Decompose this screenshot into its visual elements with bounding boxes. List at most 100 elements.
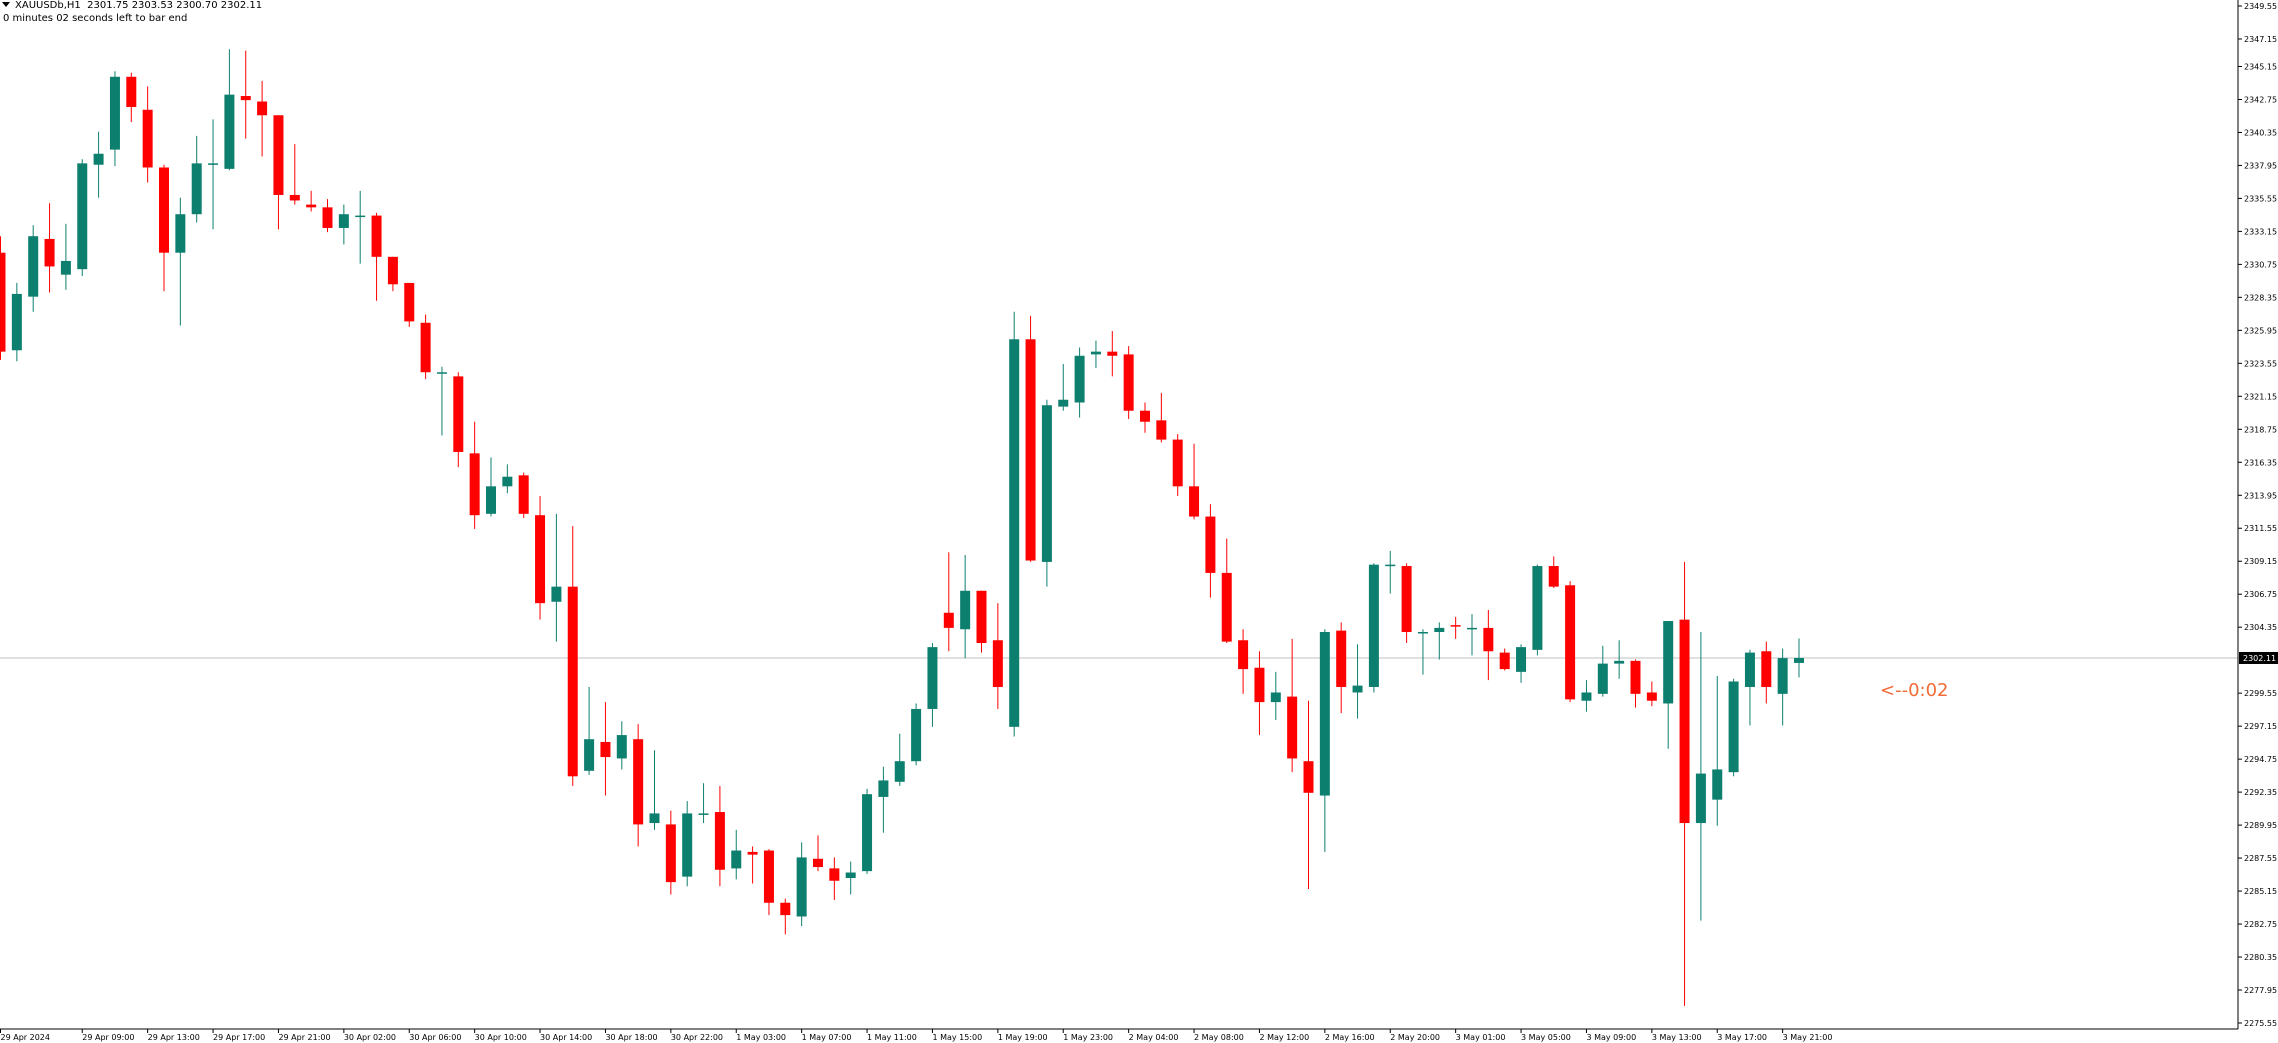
candle-body bbox=[28, 236, 39, 297]
candle-body bbox=[698, 813, 709, 815]
price-tick-label: 2340.35 bbox=[2244, 128, 2277, 137]
candle-body bbox=[649, 813, 660, 824]
price-tick-label: 2347.15 bbox=[2244, 35, 2277, 44]
candle-body bbox=[486, 486, 496, 514]
candle-body bbox=[616, 735, 627, 759]
candle-body bbox=[11, 293, 22, 351]
candle-body bbox=[1385, 564, 1396, 567]
candle-body bbox=[1319, 632, 1330, 796]
time-tick-label: 30 Apr 06:00 bbox=[409, 1033, 461, 1042]
price-tick-label: 2280.35 bbox=[2244, 953, 2277, 962]
candle-body bbox=[0, 252, 6, 352]
candle-body bbox=[862, 794, 873, 872]
candle-body bbox=[1238, 640, 1249, 670]
price-tick-label: 2289.95 bbox=[2244, 821, 2277, 830]
price-tick-label: 2311.55 bbox=[2244, 524, 2277, 533]
time-tick-label: 1 May 07:00 bbox=[802, 1033, 852, 1042]
candle-body bbox=[93, 153, 104, 165]
candle-body bbox=[1221, 572, 1232, 642]
candle-body bbox=[109, 76, 120, 150]
candle-body bbox=[1467, 627, 1477, 630]
current-price-tag-label: 2302.11 bbox=[2243, 654, 2276, 663]
candle-body bbox=[1646, 692, 1657, 701]
time-tick-label: 2 May 04:00 bbox=[1129, 1033, 1179, 1042]
candle-body bbox=[1140, 410, 1150, 422]
collapse-triangle-icon[interactable] bbox=[2, 2, 10, 7]
candle-body bbox=[1205, 516, 1216, 573]
price-tick-label: 2275.55 bbox=[2244, 1019, 2277, 1028]
candle-body bbox=[1401, 566, 1412, 633]
candle-body bbox=[44, 238, 55, 267]
candle-body bbox=[159, 167, 169, 253]
candle-body bbox=[894, 761, 905, 782]
time-tick-label: 2 May 08:00 bbox=[1194, 1033, 1244, 1042]
candle-body bbox=[289, 194, 300, 201]
candle-body bbox=[1123, 354, 1134, 411]
candle-body bbox=[1761, 651, 1772, 687]
candle-body bbox=[240, 96, 251, 101]
candle-body bbox=[306, 204, 317, 208]
candle-body bbox=[142, 109, 153, 168]
candle-body bbox=[1368, 564, 1379, 687]
candle-body bbox=[257, 101, 268, 116]
price-tick-label: 2306.75 bbox=[2244, 590, 2277, 599]
candle-body bbox=[1483, 627, 1494, 652]
candle-body bbox=[1597, 663, 1608, 694]
candle-body bbox=[1581, 692, 1592, 701]
candle-body bbox=[1532, 566, 1543, 650]
chart-header-symbol: XAUUSDb,H1 2301.75 2303.53 2300.70 2302.… bbox=[0, 0, 262, 12]
price-tick-label: 2335.55 bbox=[2244, 194, 2277, 203]
price-tick-label: 2294.75 bbox=[2244, 755, 2277, 764]
candle-body bbox=[60, 260, 71, 275]
candle-body bbox=[387, 256, 398, 285]
time-tick-label: 30 Apr 10:00 bbox=[475, 1033, 527, 1042]
candle-body bbox=[813, 858, 823, 868]
candle-body bbox=[355, 215, 366, 218]
candle-body bbox=[1565, 585, 1576, 700]
candle-body bbox=[1287, 696, 1298, 759]
price-tick-label: 2349.55 bbox=[2244, 2, 2277, 11]
price-tick-label: 2325.95 bbox=[2244, 326, 2277, 335]
time-tick-label: 30 Apr 18:00 bbox=[605, 1033, 657, 1042]
candle-body bbox=[208, 163, 219, 165]
candle-body bbox=[845, 872, 856, 879]
candle-body bbox=[1303, 761, 1314, 793]
candle-body bbox=[763, 850, 774, 903]
candle-body bbox=[665, 824, 676, 883]
candle-body bbox=[551, 586, 562, 602]
candle-body bbox=[436, 372, 447, 374]
candle-body bbox=[1614, 660, 1625, 664]
time-tick-label: 1 May 03:00 bbox=[736, 1033, 786, 1042]
time-tick-label: 1 May 19:00 bbox=[998, 1033, 1048, 1042]
price-tick-label: 2318.75 bbox=[2244, 425, 2277, 434]
price-tick-label: 2321.15 bbox=[2244, 392, 2277, 401]
candle-body bbox=[1254, 667, 1265, 703]
candle-body bbox=[453, 376, 464, 452]
time-tick-label: 3 May 09:00 bbox=[1586, 1033, 1636, 1042]
ohlc-values: 2301.75 2303.53 2300.70 2302.11 bbox=[87, 0, 263, 11]
candle-body bbox=[714, 812, 725, 870]
candle-body bbox=[911, 708, 922, 762]
time-tick-label: 1 May 23:00 bbox=[1063, 1033, 1113, 1042]
candle-body bbox=[960, 590, 971, 630]
candle-body bbox=[1695, 773, 1706, 824]
candle-body bbox=[567, 586, 578, 777]
candle-body bbox=[1058, 399, 1069, 407]
countdown-label: <--0:02 bbox=[1880, 680, 1949, 701]
candle-body bbox=[191, 163, 202, 215]
time-tick-label: 30 Apr 02:00 bbox=[344, 1033, 396, 1042]
candle-body bbox=[1009, 339, 1020, 727]
candle-body bbox=[1744, 652, 1755, 687]
candle-body bbox=[1794, 657, 1804, 663]
candle-body bbox=[224, 94, 235, 169]
time-tick-label: 2 May 16:00 bbox=[1325, 1033, 1375, 1042]
candle-body bbox=[126, 76, 137, 108]
candle-body bbox=[1679, 619, 1690, 824]
price-tick-label: 2330.75 bbox=[2244, 260, 2277, 269]
candle-body bbox=[731, 850, 742, 869]
time-tick-label: 29 Apr 09:00 bbox=[82, 1033, 134, 1042]
time-tick-label: 30 Apr 22:00 bbox=[671, 1033, 723, 1042]
price-tick-label: 2328.35 bbox=[2244, 293, 2277, 302]
time-tick-label: 3 May 01:00 bbox=[1456, 1033, 1506, 1042]
